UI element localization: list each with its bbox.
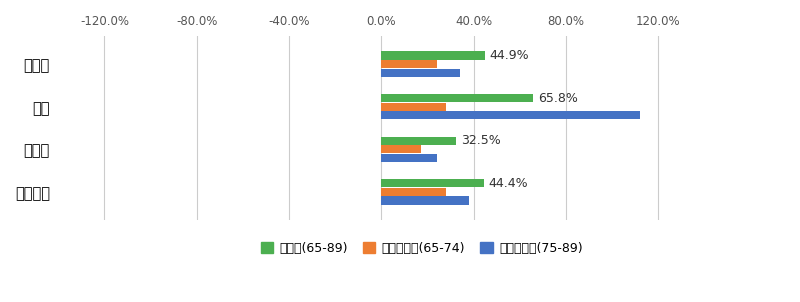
Bar <box>382 103 446 111</box>
Text: 44.9%: 44.9% <box>490 49 529 62</box>
Bar <box>382 154 437 162</box>
Legend: 高齢者(65-89), 前期高齢者(65-74), 後期高齢者(75-89): 高齢者(65-89), 前期高齢者(65-74), 後期高齢者(75-89) <box>256 237 588 260</box>
Bar <box>382 137 456 145</box>
Text: 44.4%: 44.4% <box>488 177 528 190</box>
Bar <box>382 188 446 196</box>
Bar <box>382 111 640 119</box>
Bar <box>382 145 421 153</box>
Bar <box>382 94 533 102</box>
Bar <box>382 179 484 188</box>
Bar <box>382 51 485 59</box>
Bar <box>382 69 460 77</box>
Bar <box>382 60 437 68</box>
Text: 32.5%: 32.5% <box>461 134 501 147</box>
Bar <box>382 196 469 204</box>
Text: 65.8%: 65.8% <box>538 92 578 105</box>
